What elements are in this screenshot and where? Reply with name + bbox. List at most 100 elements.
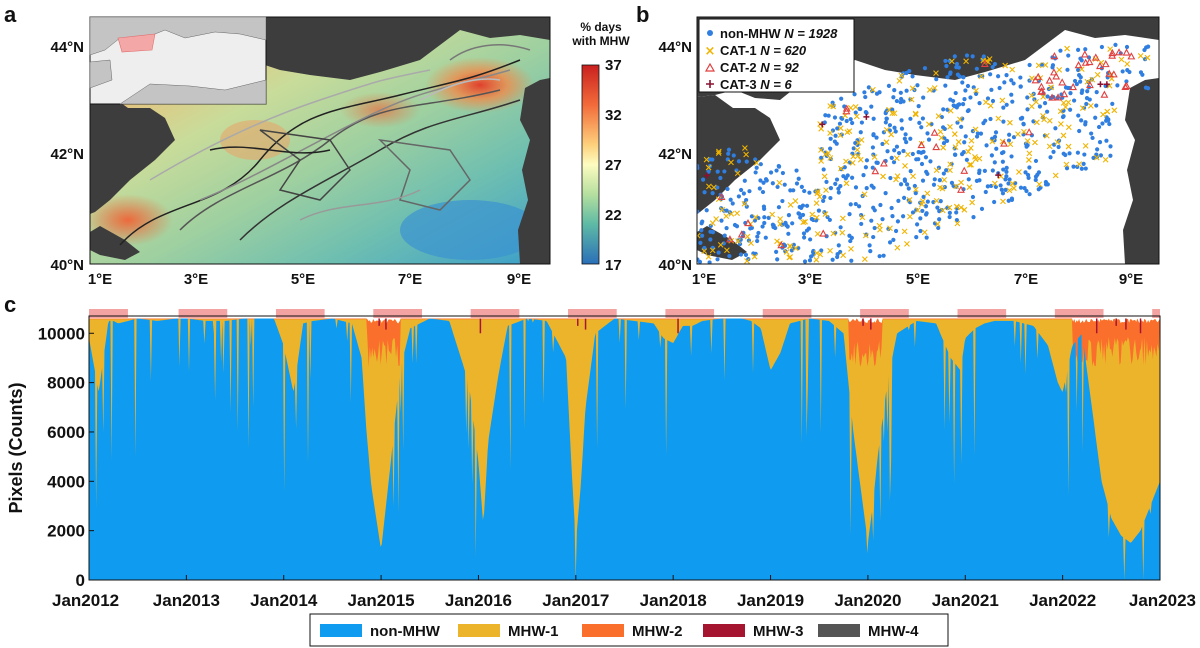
scatter-cat-1-point — [947, 161, 954, 168]
scatter-non-mhw-point — [948, 71, 953, 76]
scatter-cat-2-point — [930, 128, 939, 136]
scatter-non-mhw-point — [908, 136, 913, 141]
scatter-non-mhw-point — [953, 90, 958, 96]
scatter-non-mhw-point — [938, 199, 943, 204]
scatter-cat-1-point — [823, 187, 829, 193]
scatter-non-mhw-point — [857, 204, 862, 209]
scatter-cat-1-point — [850, 153, 857, 160]
scatter-non-mhw-point — [1115, 83, 1120, 88]
scatter-non-mhw-point — [702, 245, 707, 251]
scatter-non-mhw-point — [892, 148, 897, 153]
scatter-cat-3-point — [995, 172, 1002, 179]
scatter-cat-1-point — [893, 176, 899, 183]
scatter-non-mhw-point — [826, 113, 831, 118]
scatter-non-mhw-point — [908, 169, 913, 174]
scatter-cat-1-point — [968, 137, 975, 144]
scatter-non-mhw-point — [989, 183, 994, 189]
scatter-cat-1-point — [983, 99, 989, 106]
scatter-non-mhw-point — [919, 125, 924, 130]
scatter-cat-1-point — [1087, 102, 1094, 109]
scatter-non-mhw-point — [858, 106, 863, 112]
scatter-cat-1-point — [1089, 76, 1096, 83]
legend-c-mhw3: MHW-3 — [753, 623, 804, 640]
scatter-non-mhw-point — [883, 191, 888, 196]
scatter-cat-1-point — [723, 213, 730, 220]
legend-c-swatch-mhw4 — [818, 624, 860, 637]
summer-bars — [89, 309, 1160, 318]
scatter-cat-1-point — [906, 196, 913, 203]
scatter-cat-1-point — [961, 206, 968, 213]
scatter-cat-1-point — [877, 226, 883, 233]
scatter-non-mhw-point — [849, 258, 854, 263]
scatter-cat-1-point — [933, 167, 940, 174]
scatter-non-mhw-point — [1124, 79, 1129, 84]
scatter-non-mhw-point — [1146, 44, 1151, 49]
scatter-non-mhw-point — [1063, 85, 1069, 90]
scatter-non-mhw-point — [728, 197, 733, 202]
scatter-non-mhw-point — [900, 214, 906, 219]
scatter-cat-1-point — [1104, 108, 1111, 115]
scatter-cat-1-point — [848, 246, 854, 252]
scatter-non-mhw-point — [1061, 151, 1066, 156]
summer-bar-10 — [1054, 309, 1104, 318]
scatter-non-mhw-point — [874, 135, 879, 140]
scatter-non-mhw-point — [1097, 140, 1103, 145]
scatter-cat-3-point — [703, 172, 710, 179]
scatter-non-mhw-point — [952, 54, 957, 59]
scatter-non-mhw-point — [1004, 174, 1009, 179]
scatter-non-mhw-point — [794, 181, 800, 186]
scatter-non-mhw-point — [1089, 131, 1094, 136]
scatter-non-mhw-point — [738, 187, 744, 193]
scatter-non-mhw-point — [1003, 187, 1008, 192]
scatter-cat-1-point — [792, 245, 799, 252]
scatter-non-mhw-point — [755, 238, 760, 244]
scatter-cat-1-point — [1040, 112, 1046, 119]
scatter-non-mhw-point — [983, 189, 988, 195]
scatter-non-mhw-point — [1124, 44, 1130, 50]
scatter-non-mhw-point — [1000, 159, 1005, 164]
scatter-non-mhw-point — [952, 103, 957, 109]
scatter-non-mhw-point — [920, 116, 925, 121]
scatter-non-mhw-point — [915, 83, 920, 88]
scatter-non-mhw-point — [809, 216, 814, 222]
scatter-non-mhw-point — [806, 226, 812, 231]
scatter-cat-2-point — [1034, 72, 1043, 80]
scatter-non-mhw-point — [1076, 113, 1081, 118]
legend-b-cat1: CAT-1 N = 620 — [720, 43, 807, 58]
scatter-non-mhw-point — [891, 160, 897, 165]
scatter-non-mhw-point — [1025, 172, 1031, 178]
scatter-cat-1-point — [969, 199, 976, 206]
scatter-cat-2-point — [1122, 48, 1131, 56]
scatter-non-mhw-point — [952, 152, 958, 157]
scatter-non-mhw-point — [786, 231, 791, 236]
scatter-non-mhw-point — [698, 240, 703, 245]
scatter-non-mhw-point — [1033, 174, 1039, 179]
legend-c-swatch-mhw3 — [703, 624, 745, 637]
c-xtick-Jan2021: Jan2021 — [932, 591, 999, 610]
scatter-non-mhw-point — [990, 168, 995, 173]
scatter-non-mhw-point — [837, 121, 843, 126]
c-ytick-6000: 6000 — [47, 423, 85, 442]
scatter-cat-1-point — [813, 250, 820, 257]
scatter-non-mhw-point — [1120, 69, 1125, 74]
scatter-cat-1-point — [814, 190, 821, 197]
scatter-cat-1-point — [843, 158, 849, 165]
scatter-non-mhw-point — [942, 185, 947, 190]
scatter-cat-1-point — [857, 156, 864, 163]
scatter-cat-1-point — [1046, 143, 1053, 150]
scatter-cat-1-point — [748, 240, 754, 247]
scatter-non-mhw-point — [1066, 53, 1071, 58]
scatter-non-mhw-point — [761, 204, 767, 209]
scatter-non-mhw-point — [1058, 48, 1063, 53]
scatter-non-mhw-point — [883, 120, 888, 125]
scatter-non-mhw-point — [921, 149, 926, 154]
scatter-non-mhw-point — [866, 85, 871, 90]
scatter-cat-1-point — [1082, 142, 1089, 149]
scatter-cat-1-point — [1102, 156, 1109, 163]
c-ytick-4000: 4000 — [47, 472, 85, 491]
scatter-non-mhw-point — [926, 137, 932, 142]
scatter-cat-1-point — [987, 102, 994, 109]
scatter-non-mhw-point — [863, 165, 869, 170]
scatter-non-mhw-point — [1051, 142, 1057, 147]
scatter-non-mhw-point — [1006, 181, 1011, 186]
